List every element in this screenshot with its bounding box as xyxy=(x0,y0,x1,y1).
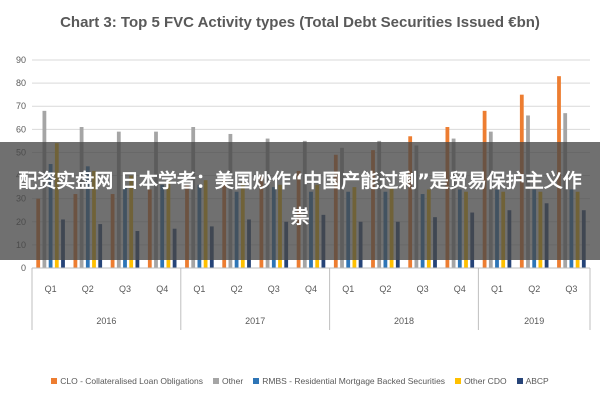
legend-item: ABCP xyxy=(516,376,549,386)
y-tick-label: 70 xyxy=(16,101,26,111)
x-tick-label: Q2 xyxy=(528,284,540,294)
x-tick-label: Q2 xyxy=(379,284,391,294)
legend-swatch xyxy=(253,378,260,384)
x-tick-label: Q1 xyxy=(45,284,57,294)
x-tick-label: Q4 xyxy=(454,284,466,294)
x-tick-label: Q2 xyxy=(82,284,94,294)
x-group-label: 2017 xyxy=(245,316,265,326)
x-tick-label: Q2 xyxy=(231,284,243,294)
y-tick-label: 90 xyxy=(16,55,26,65)
headline-banner[interactable] xyxy=(0,142,600,260)
legend-item: Other CDO xyxy=(455,376,507,386)
x-group-label: 2019 xyxy=(524,316,544,326)
legend-label: CLO - Collateralised Loan Obligations xyxy=(60,376,203,386)
legend-item: Other xyxy=(212,376,244,386)
headline-text[interactable]: 配资实盘网 日本学者：美国炒作“中国产能过剩”是贸易保护主义作祟 xyxy=(18,170,582,228)
x-tick-label: Q4 xyxy=(156,284,168,294)
legend-label: RMBS - Residential Mortgage Backed Secur… xyxy=(262,376,446,386)
legend-label: Other CDO xyxy=(464,376,507,386)
legend-item: RMBS - Residential Mortgage Backed Secur… xyxy=(253,376,445,386)
y-tick-label: 80 xyxy=(16,78,26,88)
x-tick-label: Q3 xyxy=(417,284,429,294)
legend-item: CLO - Collateralised Loan Obligations xyxy=(51,376,203,386)
legend-label: Other xyxy=(221,376,244,386)
x-tick-label: Q1 xyxy=(193,284,205,294)
chart-legend: CLO - Collateralised Loan Obligations Oth… xyxy=(0,376,600,386)
y-tick-label: 0 xyxy=(21,263,26,273)
chart-title: Chart 3: Top 5 FVC Activity types (Total… xyxy=(60,14,540,31)
x-tick-label: Q3 xyxy=(119,284,131,294)
x-tick-label: Q3 xyxy=(268,284,280,294)
x-tick-label: Q3 xyxy=(565,284,577,294)
legend-swatch xyxy=(455,378,462,384)
x-tick-label: Q1 xyxy=(342,284,354,294)
x-group-label: 2016 xyxy=(96,316,116,326)
legend-swatch xyxy=(51,378,58,384)
legend-swatch xyxy=(212,378,219,384)
legend-swatch xyxy=(516,378,523,384)
legend-label: ABCP xyxy=(525,376,549,386)
x-group-label: 2018 xyxy=(394,316,414,326)
x-axis: Q1 Q2 Q3 Q4 Q1 Q2 Q3 Q4 Q1 Q2 Q3 Q4 Q1 Q2 Q3 2016 2017 20… xyxy=(31,267,591,330)
x-tick-label: Q1 xyxy=(491,284,503,294)
y-tick-label: 60 xyxy=(16,124,26,134)
x-tick-label: Q4 xyxy=(305,284,317,294)
